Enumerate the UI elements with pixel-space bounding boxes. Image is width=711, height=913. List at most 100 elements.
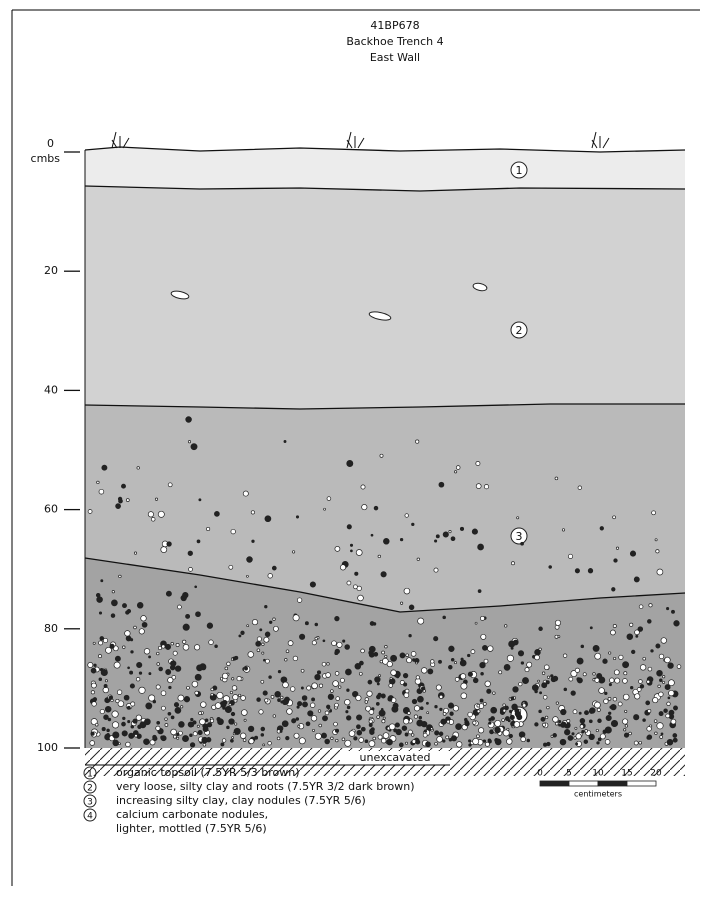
nodule [514, 710, 521, 717]
nodule [334, 671, 340, 676]
nodule [534, 722, 539, 727]
nodule [494, 726, 501, 734]
legend: 1 organic topsoil (7.5YR 5/3 brown) 2 very … [83, 766, 415, 835]
nodule [434, 730, 440, 736]
nodule [426, 711, 430, 715]
nodule [241, 709, 248, 716]
nodule [388, 723, 396, 731]
nodule [668, 709, 675, 716]
nodule [666, 738, 674, 746]
nodule [231, 677, 235, 681]
nodule [541, 671, 546, 675]
nodule [269, 620, 273, 624]
nodule [306, 685, 312, 691]
nodule [175, 643, 180, 647]
nodule [222, 672, 229, 680]
nodule [659, 735, 664, 739]
nodule [192, 720, 197, 725]
nodule [464, 720, 470, 725]
nodule [101, 727, 106, 732]
profile: 1234 [85, 147, 685, 748]
nodule [448, 664, 453, 670]
nodule [161, 644, 166, 649]
nodule [629, 622, 634, 627]
nodule [277, 698, 281, 702]
nodule [107, 717, 112, 722]
nodule [226, 725, 230, 730]
nodule [612, 697, 618, 702]
nodule [171, 675, 177, 680]
nodule [623, 728, 627, 732]
nodule [353, 584, 358, 590]
layer-marker [510, 527, 528, 545]
nodule [273, 625, 279, 632]
nodule [321, 732, 327, 739]
site: 41BP678 [370, 19, 419, 32]
nodule [664, 684, 671, 691]
nodule [623, 671, 628, 676]
nodule [633, 576, 640, 583]
nodule [103, 714, 109, 720]
nodule [490, 706, 498, 714]
nodule [117, 496, 123, 502]
nodule [647, 666, 653, 672]
nodule [520, 541, 524, 546]
nodule [336, 641, 343, 648]
depth-label: 60 [44, 503, 58, 516]
nodule [406, 657, 413, 664]
nodule [197, 730, 203, 736]
nodule [609, 705, 613, 709]
nodule [220, 742, 225, 747]
nodule [658, 691, 664, 697]
nodule [474, 621, 478, 625]
nodule [348, 730, 356, 737]
nodule [322, 715, 328, 722]
layer-2 [85, 147, 685, 409]
nodule [254, 735, 259, 740]
nodule [403, 682, 408, 687]
nodule [258, 709, 264, 715]
nodule [364, 739, 369, 744]
nodule [607, 697, 612, 701]
nodule [436, 736, 443, 743]
nodule [597, 737, 602, 742]
nodule [344, 644, 350, 650]
nodule [236, 676, 242, 682]
nodule [544, 715, 549, 720]
boundary [84, 185, 686, 192]
nodule [276, 736, 281, 741]
legend-text: lighter, mottled (7.5YR 5/6) [116, 822, 267, 835]
nodule [122, 716, 126, 721]
nodule [247, 651, 255, 658]
nodule [408, 604, 415, 611]
nodule [198, 498, 202, 502]
nodule [502, 703, 506, 707]
scale-label: 0 [537, 769, 543, 779]
nodule [314, 622, 319, 627]
nodule [311, 640, 317, 646]
nodule [502, 708, 507, 713]
legend-text: increasing silty clay, clay nodules (7.5… [116, 794, 366, 807]
nodule [106, 732, 110, 737]
scale-segment [568, 780, 599, 787]
nodule [442, 739, 446, 743]
nodule [209, 718, 215, 723]
nodule [483, 658, 489, 664]
nodule [361, 504, 368, 511]
nodule [482, 645, 488, 651]
nodule [314, 636, 318, 641]
nodule [290, 686, 296, 692]
nodule [242, 738, 247, 742]
nodule [634, 693, 641, 700]
depth-label: 0 [47, 137, 54, 150]
nodule [112, 739, 119, 747]
nodule [608, 683, 612, 687]
nodule [208, 639, 214, 645]
nodule [498, 670, 503, 675]
nodule [552, 733, 557, 738]
nodule [421, 720, 428, 728]
nodule [111, 710, 119, 718]
nodule [488, 717, 492, 722]
nodule [380, 693, 386, 699]
nodule [182, 623, 190, 631]
